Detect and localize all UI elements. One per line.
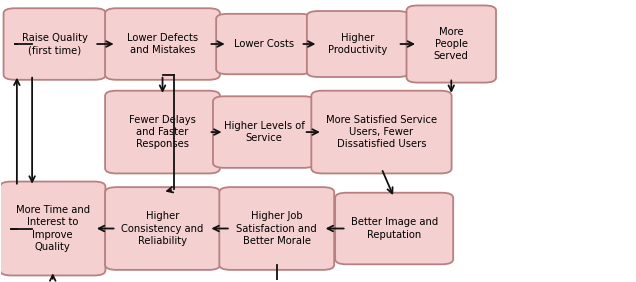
- Text: More Satisfied Service
Users, Fewer
Dissatisfied Users: More Satisfied Service Users, Fewer Diss…: [326, 115, 437, 149]
- FancyBboxPatch shape: [105, 8, 220, 80]
- FancyBboxPatch shape: [4, 8, 106, 80]
- FancyBboxPatch shape: [406, 5, 496, 83]
- FancyBboxPatch shape: [105, 91, 220, 173]
- FancyBboxPatch shape: [105, 187, 220, 270]
- FancyBboxPatch shape: [216, 14, 312, 74]
- FancyBboxPatch shape: [335, 193, 453, 264]
- Text: Higher Levels of
Service: Higher Levels of Service: [224, 121, 305, 143]
- FancyBboxPatch shape: [312, 91, 452, 173]
- Text: More
People
Served: More People Served: [434, 27, 469, 61]
- Text: Better Image and
Reputation: Better Image and Reputation: [350, 217, 438, 240]
- FancyBboxPatch shape: [219, 187, 334, 270]
- Text: Lower Defects
and Mistakes: Lower Defects and Mistakes: [127, 33, 198, 55]
- FancyBboxPatch shape: [307, 11, 409, 77]
- Text: Higher
Consistency and
Reliability: Higher Consistency and Reliability: [121, 211, 204, 246]
- FancyBboxPatch shape: [0, 182, 106, 276]
- Text: Lower Costs: Lower Costs: [234, 39, 294, 49]
- Text: Higher Job
Satisfaction and
Better Morale: Higher Job Satisfaction and Better Moral…: [237, 211, 317, 246]
- Text: Raise Quality
(first time): Raise Quality (first time): [22, 33, 88, 55]
- Text: More Time and
Interest to
Improve
Quality: More Time and Interest to Improve Qualit…: [16, 205, 90, 252]
- FancyBboxPatch shape: [213, 96, 315, 168]
- Text: Higher
Productivity: Higher Productivity: [328, 33, 387, 55]
- Text: Fewer Delays
and Faster
Responses: Fewer Delays and Faster Responses: [129, 115, 196, 149]
